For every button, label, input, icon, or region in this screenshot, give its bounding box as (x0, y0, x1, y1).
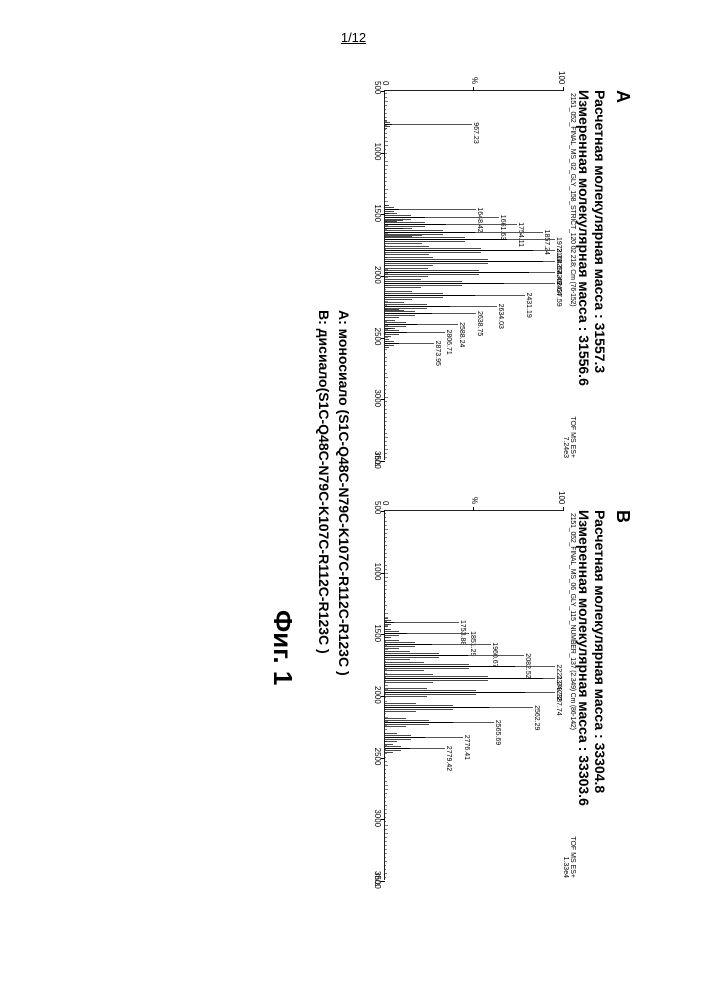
panel-b: B Расчетная молекулярная масса : 33304.8… (384, 510, 633, 900)
spectrum-b-tof: TOF MS ES+1.33e4 (562, 836, 576, 878)
peak (385, 633, 407, 634)
peak (385, 306, 450, 307)
peak (385, 678, 543, 679)
peak-label: 1648.42 (476, 207, 483, 232)
peak (385, 644, 432, 645)
peak (385, 239, 507, 240)
peak-label: 967.23 (472, 122, 479, 143)
peak (385, 332, 407, 333)
xtick-label: 2000 (373, 266, 382, 284)
xtick-label: 2000 (373, 686, 382, 704)
peak-label: 2806.71 (445, 330, 452, 355)
panel-a-label: A (612, 90, 633, 480)
calc-mass-value: 31557.3 (592, 323, 608, 374)
ylabel-0: 0 (381, 81, 390, 85)
panel-b-calc-mass: Расчетная молекулярная масса : 33304.8 (592, 510, 608, 900)
meas-mass-label: Измеренная молекулярная масса (576, 510, 592, 743)
ylabel-pct: % (470, 77, 479, 84)
peak-label: 2588.24 (458, 322, 465, 347)
spectrum-a-header: 2151_052_FINAL_MS_02_GLY_158_STRICT_120 … (569, 93, 576, 306)
spectrum-a: 2151_052_FINAL_MS_02_GLY_158_STRICT_120 … (384, 90, 564, 460)
ylabel-100: 100 (557, 71, 566, 84)
xtick-label: 1000 (373, 563, 382, 581)
xtick-label: 500 (373, 501, 382, 514)
meas-mass-label: Измеренная молекулярная масса (576, 90, 592, 323)
peak (385, 295, 475, 296)
peak (385, 283, 504, 284)
peak-label: 1754.11 (517, 222, 524, 247)
peak (385, 224, 446, 225)
meas-mass-value: 33303.6 (576, 755, 592, 806)
panel-b-label: B (612, 510, 633, 900)
ylabel-pct: % (470, 497, 479, 504)
panel-b-meas-mass: Измеренная молекулярная масса : 33303.6 (576, 510, 592, 900)
peak-label: 2638.75 (476, 311, 483, 336)
peak-label: 2873.95 (434, 341, 441, 366)
peak (385, 655, 468, 656)
panel-a-calc-mass: Расчетная молекулярная масса : 31557.3 (592, 90, 608, 480)
peak-label: 2779.42 (445, 746, 452, 771)
peak (385, 272, 529, 273)
legend: A: моносиало (S1C-Q48C-N79C-K107C-R112C-… (314, 310, 353, 676)
calc-mass-value: 33304.8 (592, 743, 608, 794)
peak-label: 2431.19 (525, 293, 532, 318)
page-number: 1/12 (341, 30, 366, 45)
peak (385, 707, 489, 708)
peak-label: 2427.59 (555, 281, 562, 306)
xtick-label: 1500 (373, 624, 382, 642)
xtick-label: 1500 (373, 204, 382, 222)
panel-a-meas-mass: Измеренная молекулярная масса : 31556.6 (576, 90, 592, 480)
xtick-label: 1000 (373, 143, 382, 161)
figure-label: Фиг. 1 (267, 610, 298, 685)
peak (385, 722, 453, 723)
xtick-label: 500 (373, 81, 382, 94)
peak (385, 343, 399, 344)
peak (385, 622, 394, 623)
peak (385, 324, 417, 325)
meas-mass-value: 31556.6 (576, 335, 592, 386)
calc-mass-label: Расчетная молекулярная масса (592, 510, 608, 730)
xtick-label: 2500 (373, 748, 382, 766)
legend-a: A: моносиало (S1C-Q48C-N79C-K107C-R112C-… (333, 310, 353, 676)
peak-label: 1661.63 (499, 215, 506, 240)
peak (385, 261, 543, 262)
peak (385, 313, 432, 314)
panel-a: A Расчетная молекулярная масса : 31557.3… (384, 90, 633, 480)
peak (385, 232, 475, 233)
peak-label: 2565.69 (494, 720, 501, 745)
spectrum-b-header: 2151_052_FINAL_MS_06_GLY_115_NUMBER_137 … (569, 513, 576, 730)
peak (385, 250, 533, 251)
peak (385, 737, 425, 738)
calc-mass-label: Расчетная молекулярная масса (592, 90, 608, 310)
peak-label: 2387.74 (555, 690, 562, 715)
spectrum-b: 2151_052_FINAL_MS_06_GLY_115_NUMBER_137 … (384, 510, 564, 880)
ylabel-100: 100 (557, 491, 566, 504)
xtick-label: 3500 (373, 871, 382, 889)
xtick-label: 3000 (373, 809, 382, 827)
peak-label: 2562.29 (533, 705, 540, 730)
legend-b: B: дисиало(S1C-Q48C-N79C-K107C-R112C-R12… (314, 310, 334, 676)
xtick-label: 3000 (373, 389, 382, 407)
peak (385, 748, 410, 749)
peak-label: 2634.03 (497, 304, 504, 329)
spectrum-a-tof: TOF MS ES+7.24e3 (562, 416, 576, 458)
peak (385, 217, 425, 218)
figure-container: A Расчетная молекулярная масса : 31557.3… (63, 90, 643, 910)
xtick-label: 3500 (373, 451, 382, 469)
xtick-label: 2500 (373, 328, 382, 346)
peak (385, 692, 525, 693)
peak-label: 2776.41 (463, 735, 470, 760)
ylabel-0: 0 (381, 501, 390, 505)
peak (385, 666, 515, 667)
peak-label: 1857.24 (543, 230, 550, 255)
